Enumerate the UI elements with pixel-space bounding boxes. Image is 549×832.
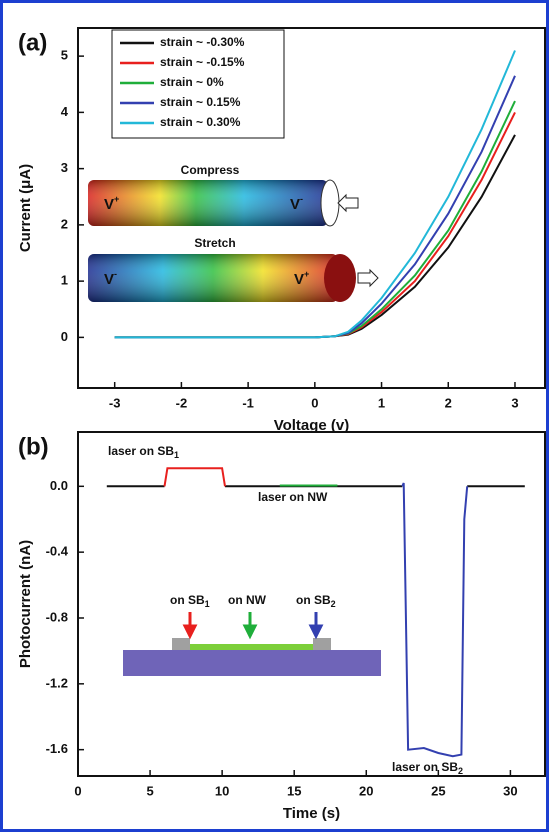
x-tick-label: -3 [109, 395, 121, 410]
x-axis-title: Time (s) [283, 805, 340, 822]
annotation-text: laser on SB [108, 444, 174, 458]
inset-label: V+ [294, 269, 309, 288]
x-tick-label: 3 [511, 395, 518, 410]
legend-label: strain ~ 0% [160, 75, 224, 89]
x-tick-label: -1 [242, 395, 254, 410]
y-tick-label: -1.2 [46, 675, 68, 690]
annotation: laser on SB1 [108, 444, 179, 460]
y-tick-label: 0.0 [50, 478, 68, 493]
inset-label-text: V [104, 271, 114, 288]
inset-label-sub: 1 [205, 599, 210, 609]
inset-label-text: Stretch [194, 236, 235, 250]
legend-label: strain ~ -0.15% [160, 55, 245, 69]
legend-label: strain ~ 0.15% [160, 95, 241, 109]
inset-label-text: V [290, 196, 300, 213]
y-tick-label: 2 [61, 216, 68, 231]
x-tick-label: 2 [445, 395, 452, 410]
inset-label: Compress [181, 163, 240, 177]
x-tick-label: -2 [176, 395, 188, 410]
annotation: laser on SB2 [392, 760, 463, 776]
y-tick-label: 3 [61, 160, 68, 175]
inset-label: V+ [104, 194, 119, 213]
x-tick-label: 0 [311, 395, 318, 410]
inset-label-text: on NW [228, 593, 267, 607]
annotation: laser on NW [258, 490, 328, 504]
inset-label-sup: - [300, 194, 303, 204]
inset-label-sub: 2 [331, 599, 336, 609]
annotation-sub: 1 [174, 450, 179, 460]
x-tick-label: 0 [74, 783, 81, 798]
inset-label: V- [104, 269, 117, 288]
inset-label-text: on SB [296, 593, 331, 607]
inset-a [88, 179, 379, 302]
x-tick-label: 10 [215, 783, 229, 798]
inset-label: Stretch [194, 236, 235, 250]
y-tick-label: 1 [61, 273, 68, 288]
inset-b [123, 612, 381, 676]
series-line [401, 482, 469, 758]
panel-label: (a) [18, 29, 47, 56]
annotation-sub: 2 [458, 766, 463, 776]
y-axis-title: Photocurrent (nA) [17, 540, 34, 668]
x-axis-title: Voltage (v) [274, 417, 350, 434]
legend-label: strain ~ -0.30% [160, 35, 245, 49]
y-tick-label: -0.4 [46, 544, 69, 559]
inset-label: on SB2 [296, 593, 336, 609]
y-axis-title: Current (μA) [17, 164, 34, 252]
inset-label: on NW [228, 593, 267, 607]
inset-label-text: Compress [181, 163, 240, 177]
x-tick-label: 1 [378, 395, 385, 410]
plot-frame [77, 431, 546, 777]
series-line [114, 50, 516, 339]
inset-label: V- [290, 194, 303, 213]
x-tick-label: 5 [146, 783, 153, 798]
y-tick-label: 0 [61, 329, 68, 344]
inset-label: on SB1 [170, 593, 210, 609]
y-tick-label: 5 [61, 48, 68, 63]
panel-label: (b) [18, 433, 49, 460]
inset-label-sup: + [304, 269, 309, 279]
annotation-text: laser on SB [392, 760, 458, 774]
plot-frame [77, 27, 546, 389]
series-line [163, 467, 226, 487]
x-tick-label: 30 [503, 783, 517, 798]
y-tick-label: 4 [61, 104, 69, 119]
inset-label-text: V [104, 196, 114, 213]
y-tick-label: -0.8 [46, 609, 68, 624]
x-tick-label: 15 [287, 783, 301, 798]
x-tick-label: 20 [359, 783, 373, 798]
inset-label-sup: + [114, 194, 119, 204]
x-tick-label: 25 [431, 783, 445, 798]
inset-label-text: on SB [170, 593, 205, 607]
legend-label: strain ~ 0.30% [160, 115, 241, 129]
y-tick-label: -1.6 [46, 741, 68, 756]
annotation-text: laser on NW [258, 490, 328, 504]
inset-label-sup: - [114, 269, 117, 279]
inset-label-text: V [294, 271, 304, 288]
